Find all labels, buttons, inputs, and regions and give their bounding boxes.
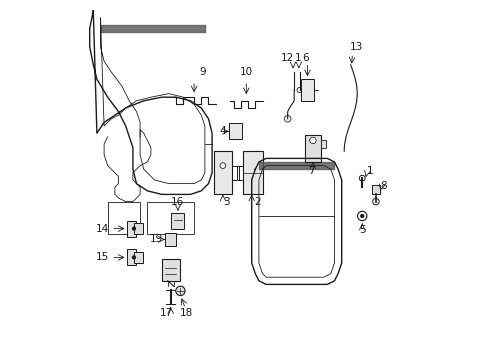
Bar (162, 259, 179, 281)
Text: 5: 5 (358, 225, 365, 235)
Bar (127, 249, 136, 265)
Text: 17: 17 (160, 308, 173, 318)
Circle shape (309, 137, 316, 144)
Text: 1: 1 (294, 53, 301, 63)
Bar (320, 140, 325, 148)
Circle shape (175, 286, 185, 296)
Circle shape (372, 198, 378, 205)
Bar (213, 151, 231, 194)
Text: 13: 13 (349, 42, 362, 52)
Text: 14: 14 (96, 224, 109, 234)
Text: 16: 16 (171, 197, 184, 207)
Circle shape (359, 175, 365, 181)
Text: 4: 4 (219, 126, 226, 136)
Bar (107, 202, 140, 234)
Bar (134, 252, 142, 263)
Circle shape (132, 226, 136, 231)
Bar (134, 223, 142, 234)
Text: 3: 3 (223, 197, 229, 207)
Bar (371, 185, 380, 194)
Bar (305, 135, 320, 162)
Circle shape (296, 87, 302, 93)
Circle shape (360, 214, 363, 218)
Bar (242, 151, 262, 194)
Text: 12: 12 (280, 53, 293, 63)
Bar (164, 233, 176, 246)
Circle shape (220, 163, 225, 168)
Circle shape (284, 116, 290, 122)
Text: 1: 1 (366, 166, 372, 176)
Text: 2: 2 (253, 197, 260, 207)
Circle shape (132, 255, 136, 260)
Bar (301, 79, 313, 101)
Bar (228, 123, 242, 139)
Bar (127, 221, 136, 237)
Text: 9: 9 (200, 67, 206, 77)
Text: 7: 7 (307, 166, 314, 176)
Circle shape (357, 211, 366, 221)
Text: 15: 15 (96, 252, 109, 262)
Text: 8: 8 (380, 181, 386, 192)
Bar (171, 213, 184, 229)
Text: 6: 6 (302, 53, 308, 63)
Text: 19: 19 (149, 234, 163, 244)
Text: 18: 18 (180, 308, 193, 318)
Bar (147, 202, 194, 234)
Text: 10: 10 (239, 67, 252, 77)
